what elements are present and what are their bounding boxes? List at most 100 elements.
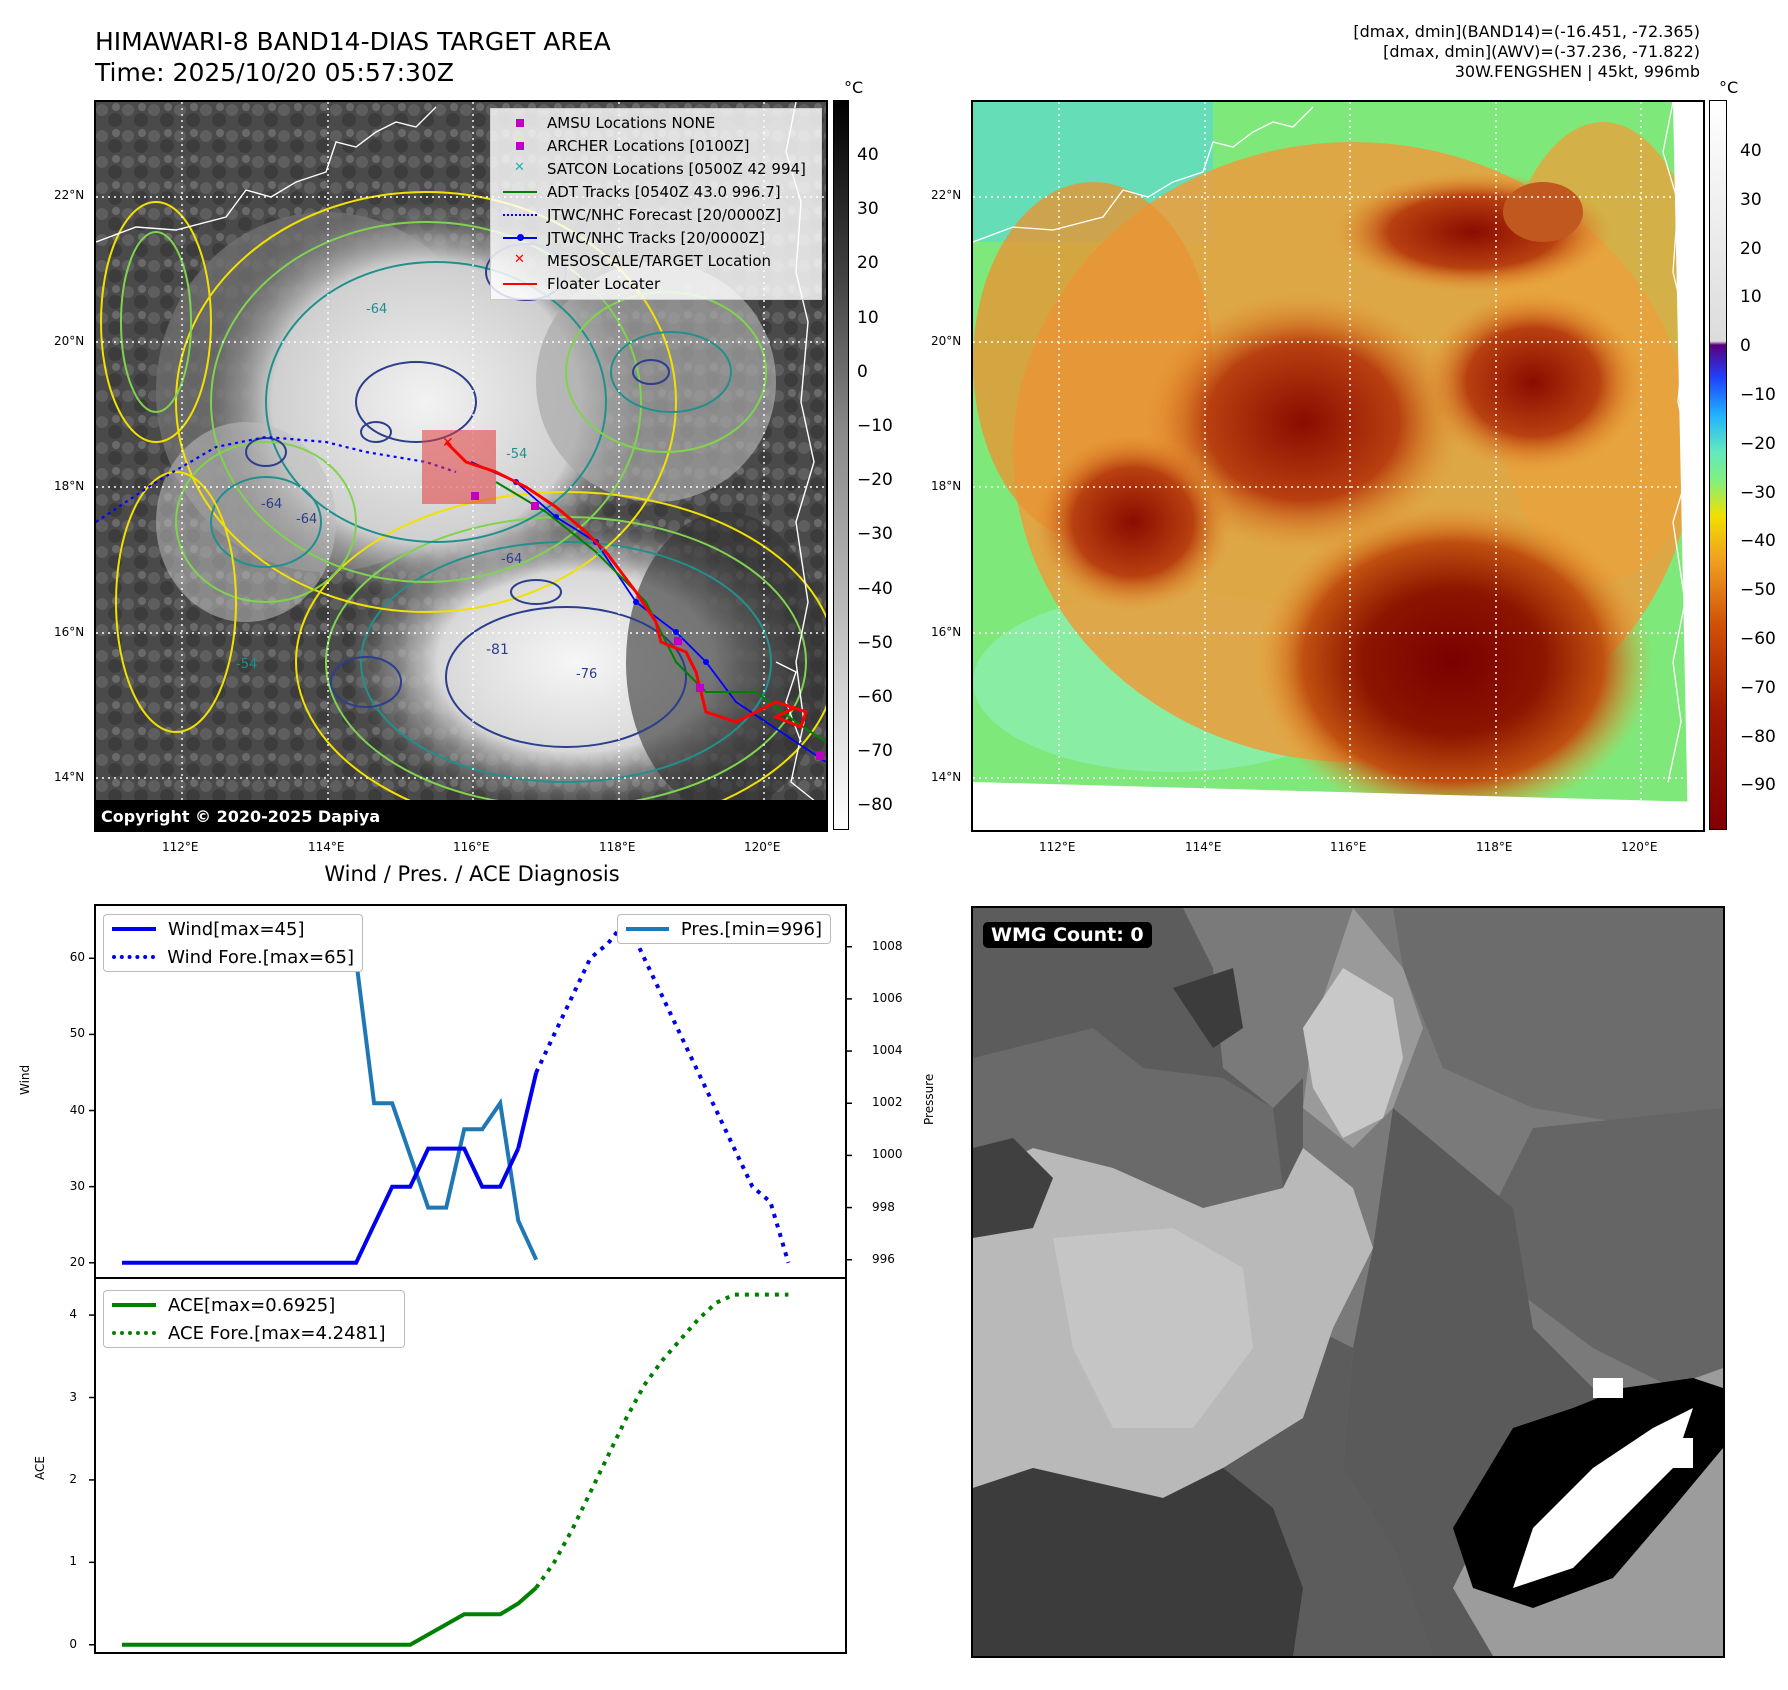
legend-label: Wind[max=45] (168, 918, 305, 940)
ace-axis-label: ACE (33, 1456, 47, 1480)
lat-label: 18°N (54, 479, 85, 493)
ace-tick-label: 4 (69, 1307, 77, 1322)
legend-label: ACE[max=0.6925] (168, 1294, 336, 1316)
legend-label: Wind Fore.[max=65] (167, 946, 354, 968)
ace-legend: ACE[max=0.6925] ACE Fore.[max=4.2481] (103, 1290, 405, 1348)
legend-ace: ACE[max=0.6925] (104, 1291, 404, 1319)
svg-text:✕: ✕ (594, 545, 606, 561)
square-marker-icon (503, 138, 537, 154)
awv-colorbar (1709, 100, 1727, 830)
ace-tick-label: 0 (69, 1636, 77, 1651)
wmg-panel: WMG Count: 0 (971, 906, 1725, 1658)
contour-label: -64 (296, 512, 318, 527)
header-time: Time: 2025/10/20 05:57:30Z (95, 58, 454, 87)
ir-colorbar-tick-label: 40 (857, 145, 879, 165)
ace-plot-frame (94, 1277, 847, 1654)
lat-label: 20°N (931, 334, 962, 348)
awv-colorbar-tick-label: −40 (1740, 531, 1776, 552)
pressure-axis-label: Pressure (922, 1073, 936, 1125)
lon-label: 112°E (162, 840, 199, 854)
wind-tick-label: 50 (69, 1026, 85, 1041)
awv-colorbar-tick-label: −50 (1740, 580, 1776, 601)
lat-label: 16°N (54, 625, 85, 639)
legend-label: ARCHER Locations [0100Z] (547, 137, 750, 155)
ir-colorbar-tick-label: 30 (857, 199, 879, 220)
lon-label: 114°E (308, 840, 345, 854)
awv-colorbar-tick-label: 20 (1740, 238, 1762, 259)
legend-amsu: AMSU Locations NONE (503, 113, 715, 133)
legend-ace-forecast: ACE Fore.[max=4.2481] (104, 1319, 404, 1347)
legend-label: MESOSCALE/TARGET Location (547, 252, 772, 270)
awv-colorbar-tick-label: 30 (1740, 189, 1762, 210)
contour-label: -64 (366, 302, 388, 317)
contour-label: -54 (236, 657, 258, 672)
dotted-line-icon (503, 207, 537, 223)
lon-label: 120°E (1621, 840, 1658, 854)
diagnosis-ticks (89, 945, 852, 1646)
lon-label: 116°E (453, 840, 490, 854)
legend-archer: ARCHER Locations [0100Z] (503, 136, 750, 156)
lon-label: 118°E (599, 840, 636, 854)
wind-series-line (516, 1072, 539, 1150)
legend-forecast: JTWC/NHC Forecast [20/0000Z] (503, 205, 781, 225)
awv-map-panel (971, 100, 1705, 832)
wmg-image (973, 908, 1723, 1656)
pressure-tick-label: 1008 (872, 938, 903, 953)
dotted-line-icon (112, 1331, 156, 1335)
ir-colorbar-tick-label: −80 (857, 795, 893, 816)
dotted-line-icon (112, 955, 156, 959)
wmg-count-badge: WMG Count: 0 (983, 922, 1152, 948)
ir-colorbar-tick-label: −60 (857, 687, 893, 707)
square-marker-icon (503, 115, 537, 131)
awv-colorbar-tick-label: −60 (1740, 629, 1776, 649)
legend-floater: Floater Locater (503, 274, 660, 294)
awv-colorbar-tick-label: −10 (1740, 385, 1776, 405)
awv-colorbar-tick-label: 10 (1740, 287, 1762, 308)
wind-axis-label: Wind (18, 1064, 32, 1095)
legend-label: AMSU Locations NONE (547, 114, 716, 132)
contour-label: -81 (486, 642, 509, 658)
legend-label: ACE Fore.[max=4.2481] (168, 1322, 386, 1344)
awv-colorbar-tick-label: −90 (1740, 775, 1776, 796)
diagnosis-chart (89, 904, 852, 1654)
solid-line-icon (112, 1303, 156, 1307)
ace-series-line (122, 1586, 538, 1647)
ace-forecast-series-line (534, 1292, 789, 1589)
legend-adt: ADT Tracks [0540Z 43.0 996.7] (503, 182, 781, 202)
solid-line-icon (112, 927, 156, 931)
legend-label: Pres.[min=996] (680, 918, 822, 940)
legend-label: Floater Locater (547, 275, 661, 293)
awv-colorbar-tick-label: −30 (1740, 482, 1776, 503)
ir-colorbar-tick-label: −40 (857, 578, 893, 599)
lat-label: 14°N (54, 770, 85, 784)
awv-map-image (973, 102, 1703, 830)
line-dot-icon (503, 230, 537, 246)
legend-label: ADT Tracks [0540Z 43.0 996.7] (547, 183, 781, 201)
lon-label: 118°E (1476, 840, 1513, 854)
ace-tick-label: 3 (69, 1389, 77, 1404)
lat-label: 22°N (54, 188, 85, 202)
legend-pressure: Pres.[min=996] (618, 915, 830, 943)
solid-line-icon (626, 927, 669, 931)
header-info: [dmax, dmin](BAND14)=(-16.451, -72.365) … (1353, 22, 1700, 82)
pressure-tick-label: 1000 (872, 1147, 903, 1162)
wind-legend: Wind[max=45] Wind Fore.[max=65] (103, 914, 363, 972)
lon-label: 120°E (744, 840, 781, 854)
pressure-legend: Pres.[min=996] (617, 914, 831, 944)
wind-tick-label: 30 (69, 1178, 85, 1193)
ir-colorbar (833, 100, 849, 830)
legend-label: JTWC/NHC Forecast [20/0000Z] (547, 206, 782, 224)
info-storm: 30W.FENGSHEN | 45kt, 996mb (1454, 62, 1700, 81)
awv-colorbar-unit: °C (1719, 78, 1739, 97)
ir-colorbar-tick-label: 10 (857, 307, 879, 328)
ir-colorbar-unit: °C (844, 78, 864, 97)
lat-label: 18°N (931, 479, 962, 493)
lat-label: 22°N (931, 188, 962, 202)
legend-mesoscale: ✕ MESOSCALE/TARGET Location (503, 251, 771, 271)
ir-legend: AMSU Locations NONE ARCHER Locations [01… (490, 108, 822, 300)
lat-label: 14°N (931, 770, 962, 784)
wind-tick-label: 60 (69, 950, 85, 965)
wind-tick-label: 20 (69, 1254, 85, 1269)
ace-tick-label: 1 (69, 1554, 77, 1569)
wind-forecast-series-line (534, 916, 791, 1264)
